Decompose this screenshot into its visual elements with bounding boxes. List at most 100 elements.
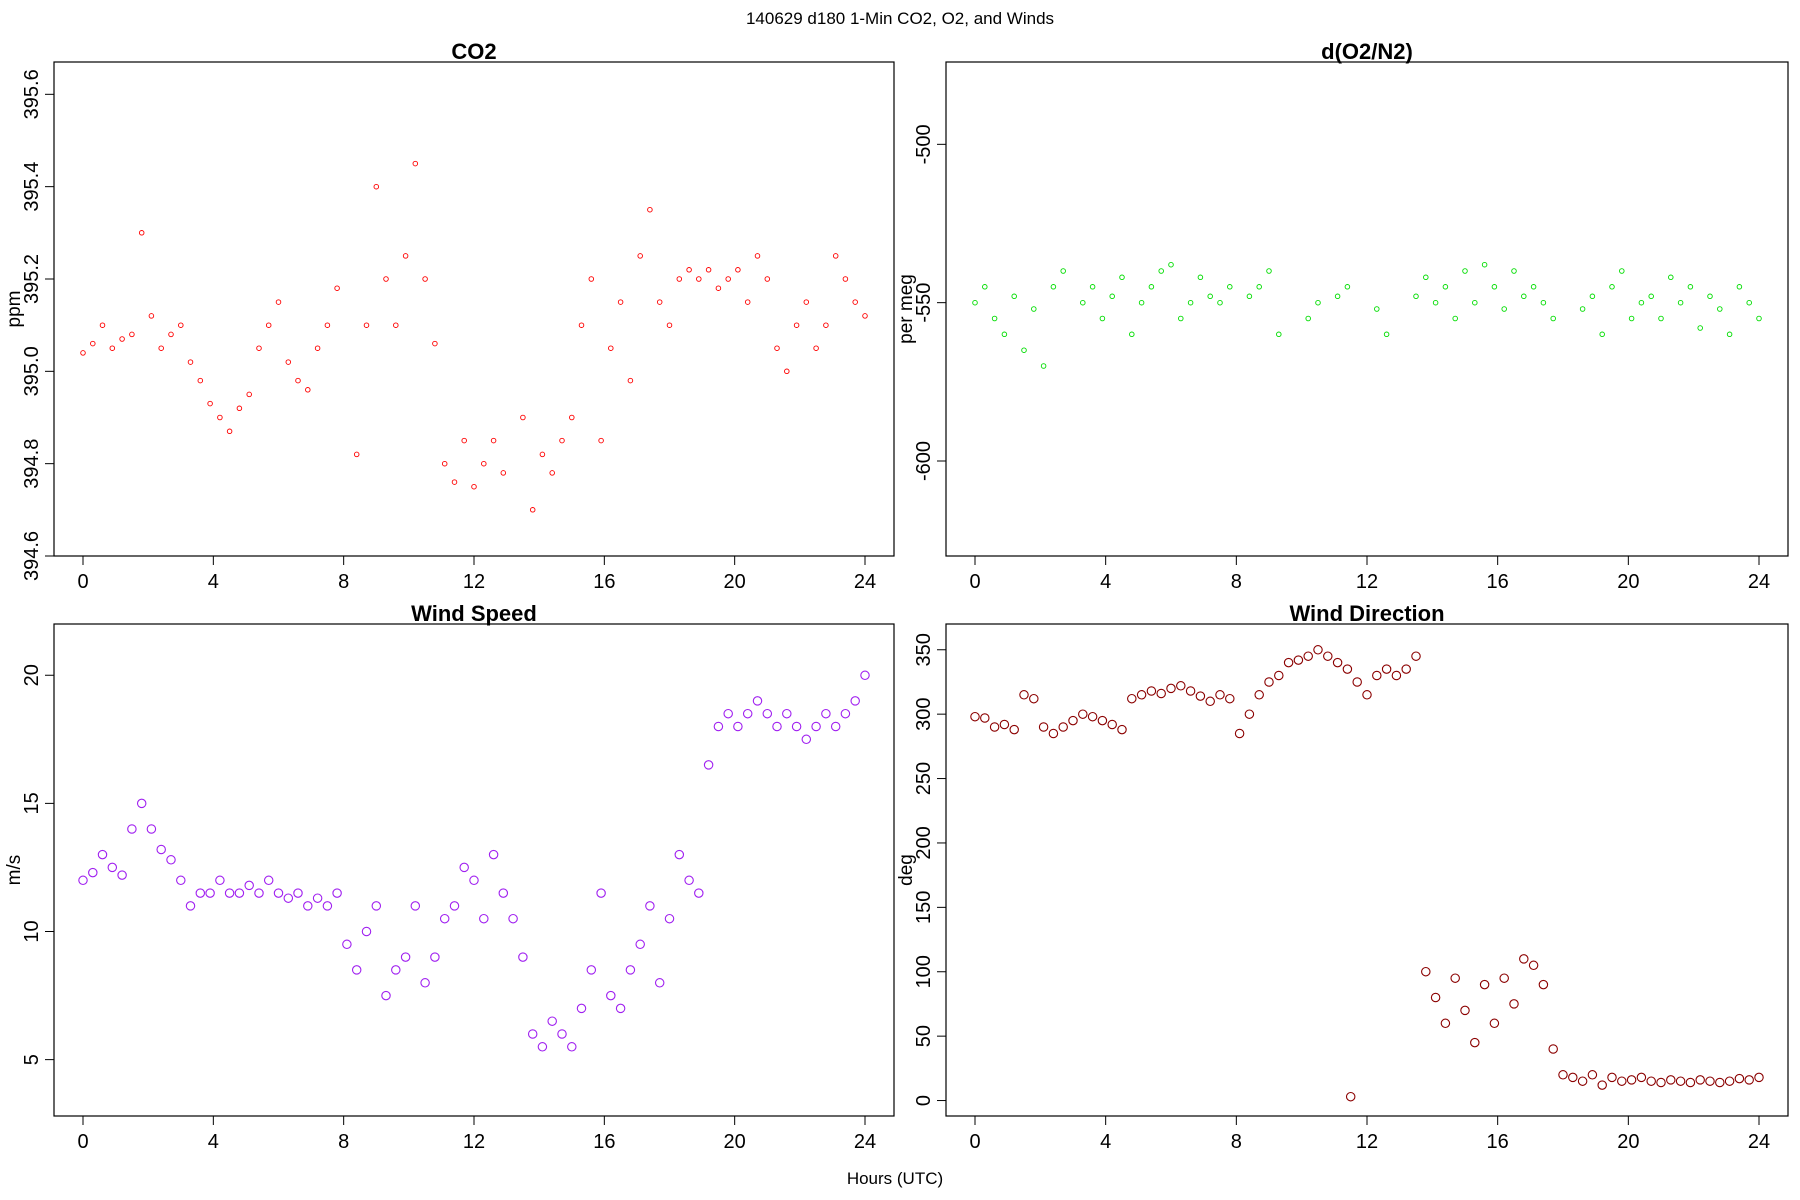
data-point: [1176, 681, 1186, 691]
data-point: [1050, 284, 1057, 290]
data-point: [1019, 690, 1029, 700]
data-point: [762, 708, 773, 719]
x-tick-label: 16: [1487, 571, 1509, 593]
data-point: [168, 331, 174, 338]
data-point: [1185, 686, 1196, 696]
data-point: [588, 276, 595, 282]
data-point: [412, 160, 419, 167]
data-point: [723, 708, 733, 719]
data-point: [696, 276, 702, 282]
x-tick-label: 20: [724, 1131, 746, 1153]
data-point: [1217, 299, 1223, 306]
data-point: [215, 875, 225, 886]
data-point: [351, 965, 362, 975]
data-point: [500, 470, 507, 476]
data-point: [742, 708, 753, 719]
data-point: [529, 507, 536, 513]
data-point: [637, 253, 643, 259]
data-point: [451, 479, 458, 485]
data-point: [1146, 686, 1157, 696]
data-point: [1452, 315, 1458, 322]
data-point: [391, 965, 401, 975]
data-point: [1538, 979, 1549, 990]
panel-wind-direction: Wind Direction 0 4 8 12 16 20 24 0 50 100 150 200 250…: [896, 601, 1789, 1153]
data-point: [1323, 651, 1333, 661]
data-point: [705, 267, 712, 273]
data-point: [129, 331, 135, 338]
data-point: [1117, 724, 1127, 735]
data-point: [1519, 954, 1529, 964]
data-point: [1423, 274, 1429, 281]
data-point: [481, 460, 487, 467]
data-point: [813, 345, 819, 351]
data-point: [1058, 722, 1068, 732]
y-tick-label: 5: [21, 1054, 43, 1065]
data-point: [1197, 274, 1204, 281]
data-point: [1227, 284, 1233, 290]
data-point: [275, 299, 282, 305]
data-point: [1626, 1075, 1637, 1085]
data-point: [713, 721, 724, 732]
data-point: [498, 888, 509, 898]
data-point: [479, 913, 489, 924]
y-tick-label: 0: [913, 1095, 935, 1106]
panel-wind-speed: Wind Speed 0 4 8 12 16 20 24 5 10 15 20 m/s: [4, 601, 895, 1153]
data-point: [99, 322, 106, 328]
data-point: [1345, 1091, 1356, 1102]
data-point: [1362, 690, 1372, 700]
data-point: [608, 345, 614, 351]
data-point: [1715, 1077, 1725, 1088]
data-point: [449, 901, 460, 911]
panel-title: d(O2/N2): [1321, 39, 1413, 64]
y-tick-label: -500: [913, 124, 935, 164]
data-point: [1726, 331, 1733, 338]
data-point: [1195, 691, 1206, 701]
panel-title: Wind Direction: [1289, 601, 1444, 626]
data-point: [303, 901, 313, 911]
data-point: [1460, 1005, 1470, 1016]
data-point: [1724, 1076, 1735, 1086]
data-point: [645, 901, 655, 911]
data-point: [772, 721, 782, 732]
figure-suptitle: 140629 d180 1-Min CO2, O2, and Winds: [746, 9, 1054, 28]
data-point: [312, 893, 323, 903]
data-point: [1401, 664, 1411, 674]
data-point: [1548, 1044, 1558, 1054]
data-point: [176, 875, 186, 886]
data-point: [508, 913, 518, 924]
data-point: [537, 1042, 548, 1052]
data-point: [1264, 677, 1274, 687]
data-point: [999, 719, 1010, 730]
data-point: [342, 939, 352, 950]
data-point: [539, 451, 546, 458]
data-point: [127, 824, 137, 834]
data-point: [1107, 719, 1117, 730]
data-point: [263, 875, 274, 886]
data-point: [332, 888, 342, 898]
data-point: [735, 267, 741, 273]
data-point: [1391, 670, 1402, 681]
x-tick-label: 20: [1617, 571, 1639, 593]
data-point: [567, 1042, 577, 1052]
data-point: [527, 1029, 538, 1039]
data-point: [1080, 299, 1086, 306]
data-point: [265, 322, 272, 328]
x-tick-label: 24: [854, 1131, 876, 1153]
data-point: [1109, 293, 1115, 300]
data-point: [119, 336, 125, 342]
data-point: [381, 990, 391, 1001]
data-point: [244, 880, 254, 891]
data-point: [224, 888, 235, 898]
y-tick-label: 350: [913, 633, 935, 666]
data-point: [1597, 1080, 1607, 1090]
data-point: [733, 721, 743, 732]
data-point: [1501, 306, 1507, 312]
data-point: [195, 888, 206, 898]
data-point: [322, 901, 333, 911]
data-point: [1656, 1077, 1666, 1088]
data-point: [88, 867, 98, 878]
data-point: [1430, 992, 1441, 1003]
data-point: [862, 313, 868, 319]
data-point: [1499, 973, 1509, 983]
data-point: [559, 437, 565, 444]
